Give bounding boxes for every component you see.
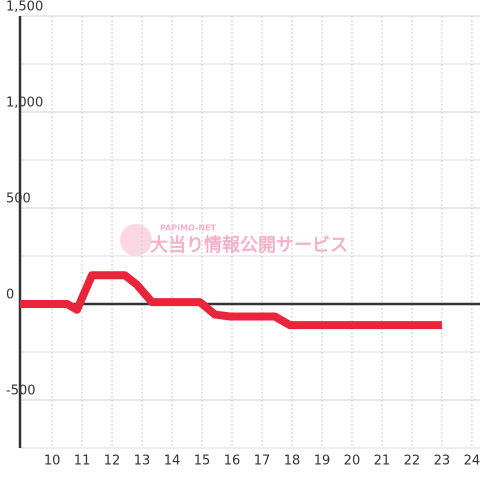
x-tick-label: 21 <box>374 454 391 469</box>
line <box>20 271 442 330</box>
x-tick-label: 11 <box>74 454 91 469</box>
x-tick-label: 20 <box>344 454 361 469</box>
x-tick-label: 14 <box>164 454 181 469</box>
x-tick-label: 18 <box>284 454 301 469</box>
x-tick-label: 16 <box>224 454 241 469</box>
y-tick-label: 1,500 <box>6 0 43 15</box>
x-tick-label: 24 <box>464 454 480 469</box>
x-tick-label: 23 <box>434 454 451 469</box>
x-tick-label: 22 <box>404 454 421 469</box>
x-tick-label: 12 <box>104 454 121 469</box>
x-tick-label: 19 <box>314 454 331 469</box>
y-tick-label: 1,000 <box>6 96 43 111</box>
y-tick-label: 0 <box>6 288 14 303</box>
watermark: PAPIMO-NET 大当り情報公開サービス <box>120 224 348 256</box>
x-tick-label: 15 <box>194 454 211 469</box>
x-tick-label: 13 <box>134 454 151 469</box>
x-tick-label: 10 <box>44 454 61 469</box>
watermark-logo <box>120 224 152 256</box>
y-tick-label: 500 <box>6 192 31 207</box>
watermark-text: 大当り情報公開サービス <box>150 234 348 256</box>
x-tick-label: 17 <box>254 454 271 469</box>
watermark-brand: PAPIMO-NET <box>160 224 217 233</box>
